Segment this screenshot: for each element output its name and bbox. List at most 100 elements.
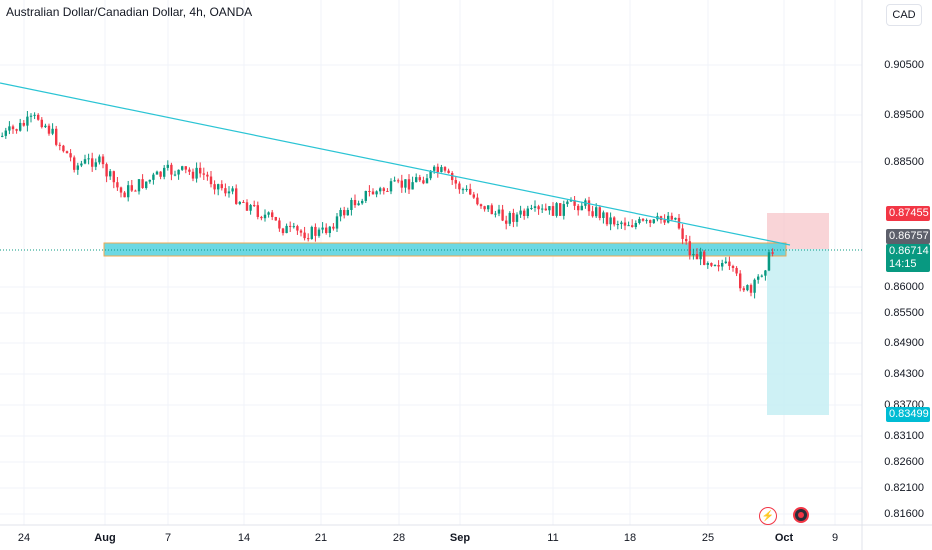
y-tick: 0.90500	[884, 59, 924, 71]
candle-body	[130, 185, 133, 191]
candle-body	[188, 169, 191, 172]
candle-body	[523, 210, 526, 216]
candle-body	[379, 188, 382, 192]
candle-body	[389, 181, 393, 192]
candle-body	[206, 174, 209, 177]
candle-body	[1, 135, 4, 137]
canada-flag-icon[interactable]	[793, 507, 809, 523]
candle-body	[501, 209, 504, 221]
candle-body	[231, 188, 234, 192]
candle-body	[681, 228, 684, 239]
x-tick: 14	[237, 532, 251, 544]
candle-body	[278, 220, 281, 229]
candle-body	[533, 206, 537, 208]
candle-body	[105, 164, 108, 177]
candle-body	[253, 205, 256, 207]
candle-body	[613, 217, 616, 225]
candle-body	[458, 183, 461, 190]
candle-body	[289, 225, 292, 227]
y-tick: 0.82100	[884, 482, 924, 494]
candle-body	[76, 165, 79, 170]
candle-body	[627, 225, 630, 227]
candle-body	[566, 201, 569, 205]
candle-body	[652, 219, 655, 223]
candle-body	[317, 229, 321, 236]
currency-button[interactable]: CAD	[886, 4, 922, 26]
candle-body	[479, 204, 483, 207]
candle-body	[238, 201, 241, 204]
y-tick: 0.84900	[884, 337, 924, 349]
candle-body	[47, 125, 51, 134]
candle-body	[677, 217, 681, 229]
candle-body	[361, 200, 364, 204]
candle-body	[494, 213, 497, 215]
candle-body	[213, 184, 216, 190]
candle-body	[472, 194, 475, 198]
candle-body	[422, 180, 425, 184]
candle-body	[425, 178, 429, 184]
candle-body	[451, 173, 454, 181]
candle-body	[343, 210, 346, 216]
candle-body	[314, 226, 317, 236]
candle-body	[4, 130, 7, 136]
candle-body	[641, 218, 645, 221]
candle-body	[40, 119, 43, 128]
candle-body	[137, 179, 141, 192]
lightning-icon[interactable]: ⚡	[759, 507, 777, 525]
candle-body	[80, 163, 83, 166]
candle-body	[112, 171, 115, 183]
candle-body	[22, 122, 25, 126]
candle-body	[634, 223, 637, 228]
trendline	[0, 82, 791, 246]
candle-body	[73, 157, 76, 170]
candle-body	[393, 180, 396, 182]
candle-body	[15, 129, 18, 131]
candle-body	[55, 128, 58, 145]
candle-body	[638, 218, 641, 224]
x-tick: Aug	[94, 532, 116, 544]
candle-body	[33, 114, 36, 116]
candle-body	[119, 187, 123, 193]
candle-body	[11, 126, 15, 130]
candle-body	[580, 205, 583, 211]
candle-body	[476, 197, 479, 205]
candle-body	[526, 208, 529, 216]
candle-body	[163, 167, 166, 177]
x-tick: 24	[17, 532, 31, 544]
candle-body	[559, 203, 562, 216]
candle-body	[440, 167, 443, 173]
last-price-tag: 0.86757	[886, 229, 930, 244]
candle-body	[598, 207, 601, 218]
candle-body	[764, 270, 767, 276]
candle-body	[616, 224, 619, 226]
candle-body	[335, 216, 339, 229]
candle-body	[573, 200, 576, 206]
candle-body	[483, 206, 486, 210]
candle-body	[227, 191, 231, 194]
candle-body	[170, 164, 173, 175]
candle-body	[181, 166, 184, 170]
y-tick: 0.89500	[884, 109, 924, 121]
candle-body	[469, 188, 472, 195]
candle-body	[371, 191, 375, 195]
take-profit-zone	[767, 249, 829, 415]
candle-body	[321, 227, 324, 230]
candle-body	[191, 171, 195, 179]
candle-body	[332, 226, 335, 229]
candle-body	[699, 251, 702, 260]
y-tick: 0.81600	[884, 508, 924, 520]
candle-body	[710, 263, 713, 266]
candle-body	[152, 174, 155, 180]
x-tick: 7	[164, 532, 172, 544]
candle-body	[631, 225, 634, 228]
candle-body	[595, 207, 598, 217]
candle-body	[508, 212, 511, 224]
candle-body	[141, 179, 144, 188]
candle-body	[487, 205, 490, 210]
candle-body	[202, 173, 205, 175]
candle-body	[299, 230, 303, 233]
stop-loss-price-tag: 0.87455	[886, 206, 930, 221]
candle-body	[217, 184, 220, 190]
candle-body	[368, 190, 371, 192]
